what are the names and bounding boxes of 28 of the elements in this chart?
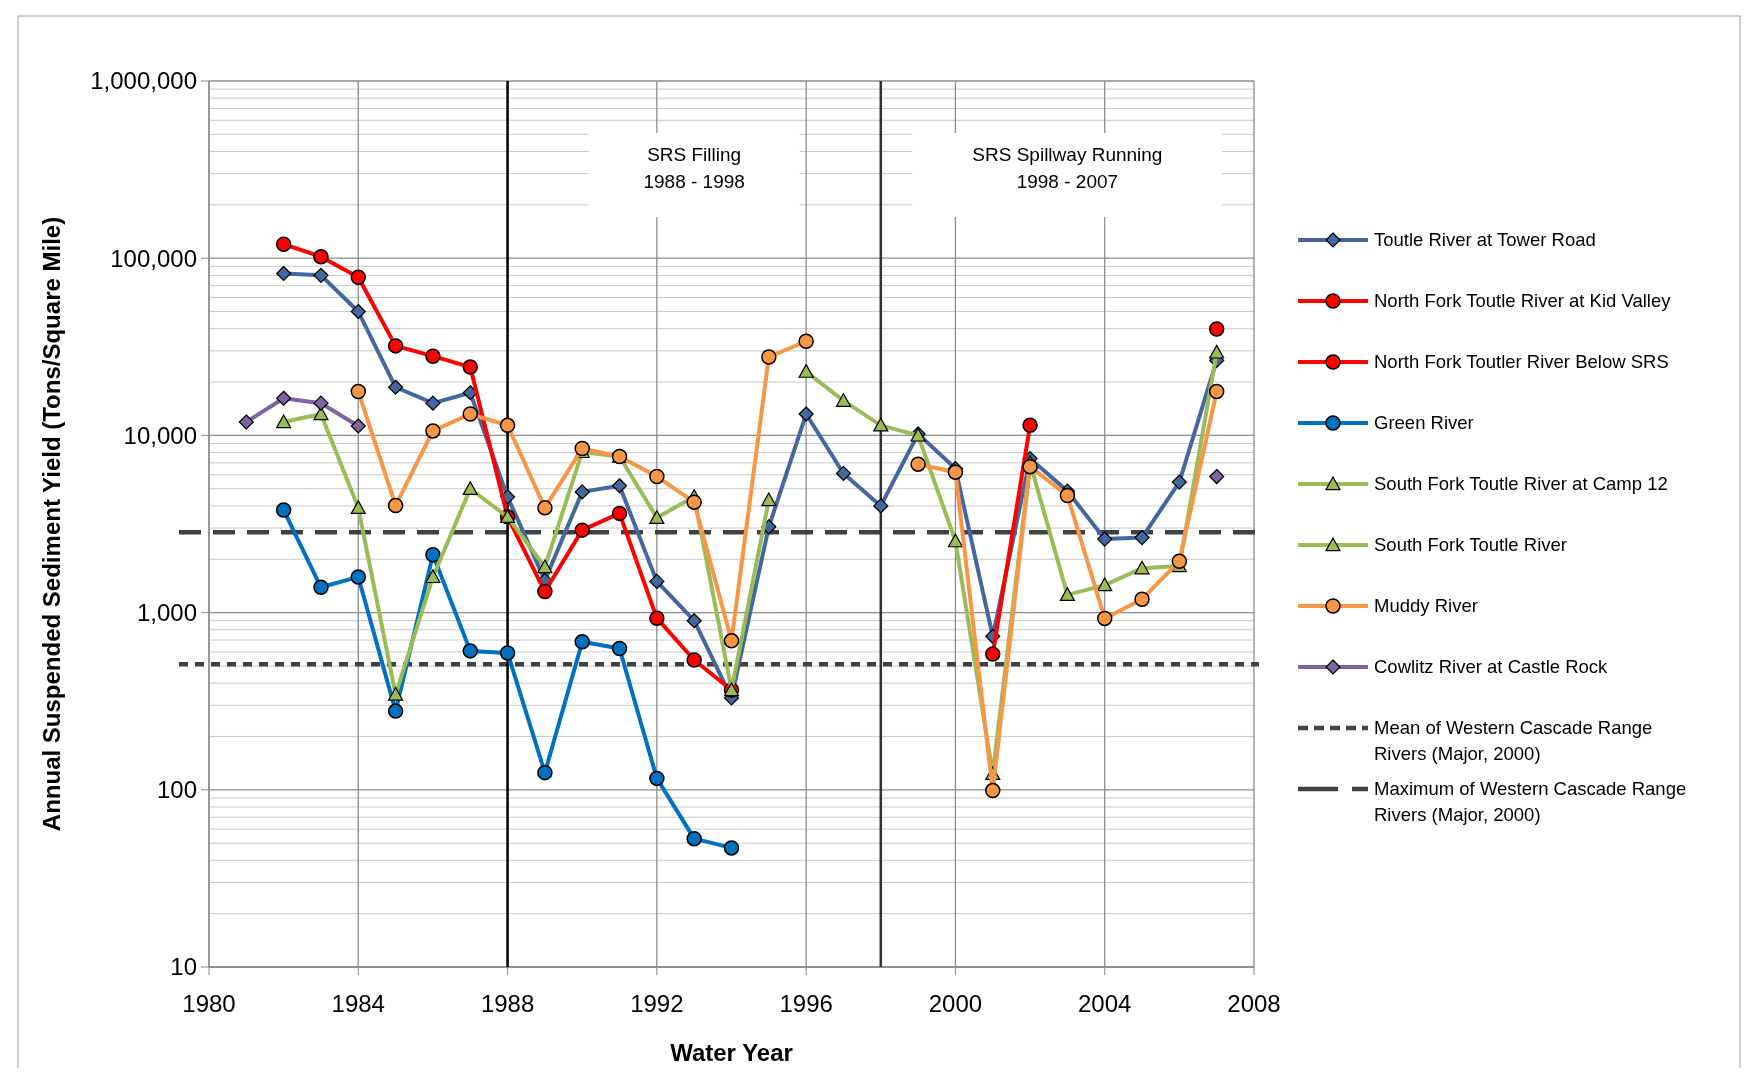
x-tick-label: 2004: [1078, 990, 1132, 1017]
legend-label: North Fork Toutle River at Kid Valley: [1374, 290, 1672, 312]
annotation: SRS Filling 1988 - 1998: [643, 144, 745, 192]
x-tick-label: 2000: [928, 990, 983, 1017]
y-tick-label: 1,000,000: [90, 67, 197, 95]
annotation: SRS Spillway Running 1998 - 2007: [972, 144, 1163, 192]
legend-label: Muddy River: [1374, 595, 1478, 617]
x-tick-label: 2008: [1227, 990, 1281, 1017]
legend-label: Green River: [1374, 412, 1474, 434]
legend-label: Maximum of Western Cascade Range Rivers (Major, 2000): [1374, 778, 1687, 826]
x-tick-label: 1992: [630, 990, 684, 1017]
legend-label: South Fork Toutle River: [1374, 534, 1567, 556]
y-tick-label: 100: [156, 776, 197, 804]
legend-label: Toutle River at Tower Road: [1374, 229, 1596, 251]
x-tick-label: 1980: [182, 990, 236, 1017]
y-tick-label: 1,000: [136, 599, 197, 626]
x-tick-label: 1996: [779, 990, 833, 1017]
x-tick-label: 1984: [331, 990, 385, 1017]
x-axis-title: Water Year: [670, 1039, 793, 1066]
legend-label: Cowlitz River at Castle Rock: [1374, 656, 1609, 678]
y-tick-label: 10: [170, 953, 197, 981]
y-tick-label: 100,000: [110, 244, 197, 272]
legend-label: Mean of Western Cascade Range Rivers (Major, 2000): [1374, 717, 1653, 765]
x-tick-label: 1988: [480, 990, 535, 1017]
y-tick-label: 10,000: [123, 421, 197, 449]
legend-label: South Fork Toutle River at Camp 12: [1374, 473, 1668, 495]
y-axis-title: Annual Suspended Sediment Yield (Tons/Square Mile): [38, 216, 65, 832]
legend-label: North Fork Toutler River Below SRS: [1374, 351, 1669, 373]
